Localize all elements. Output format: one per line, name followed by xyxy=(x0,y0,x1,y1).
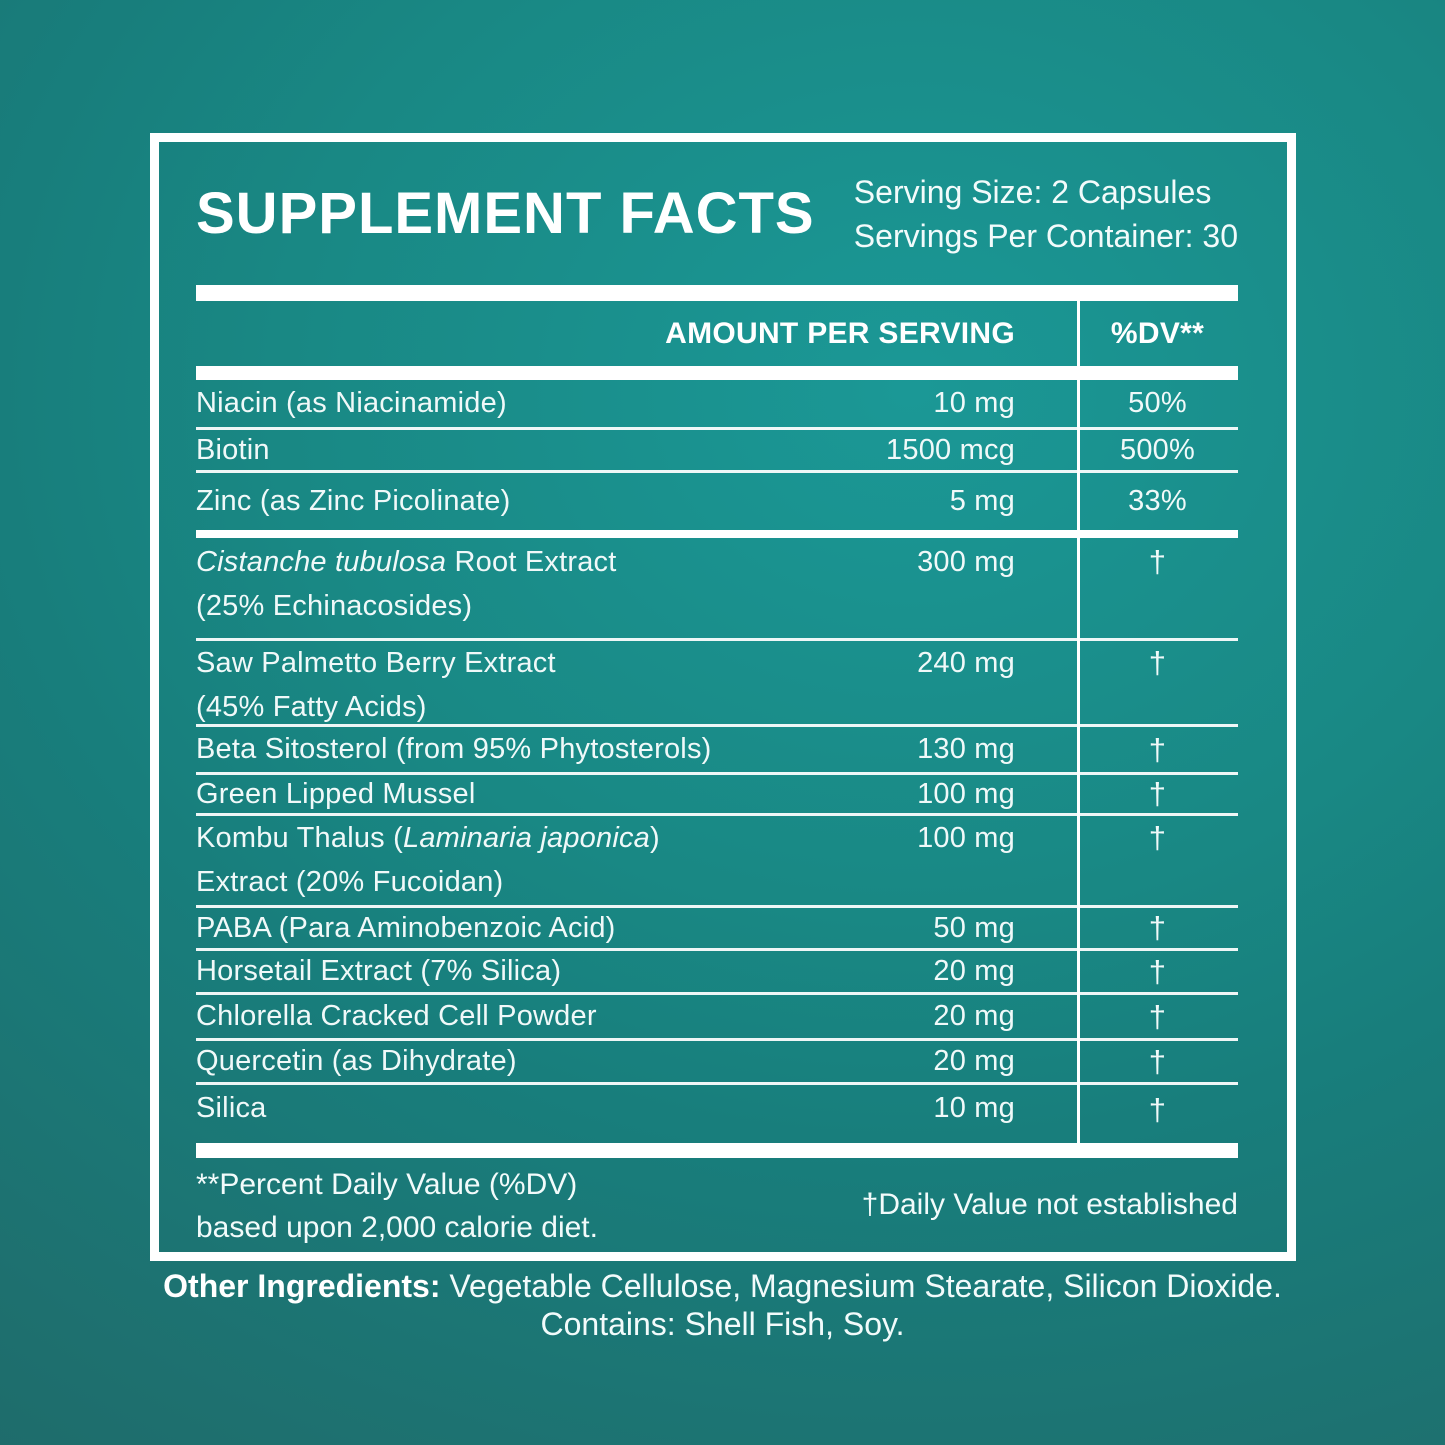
panel-footer: **Percent Daily Value (%DV) based upon 2… xyxy=(196,1158,1238,1252)
dv-dagger-mark: † xyxy=(1148,953,1167,989)
ingredient-amount: 100 mg xyxy=(917,822,1015,854)
table-body: Niacin (as Niacinamide) 10 mg 50% Biotin 150… xyxy=(196,380,1238,1143)
table-row: Horsetail Extract (7% Silica) 20 mg † xyxy=(196,951,1238,992)
header-divider-bar xyxy=(196,366,1238,380)
table-row: Zinc (as Zinc Picolinate) 5 mg 33% xyxy=(196,473,1238,530)
ingredient-name: Chlorella Cracked Cell Powder xyxy=(196,1000,597,1032)
serving-size-text: Serving Size: 2 Capsules xyxy=(853,173,1212,210)
table-row: Quercetin (as Dihydrate) 20 mg † xyxy=(196,1041,1238,1082)
dv-column-header: %DV** xyxy=(1110,316,1205,350)
ingredient-amount: 1500 mcg xyxy=(886,433,1015,466)
table-row: Beta Sitosterol (from 95% Phytosterols) 1… xyxy=(196,727,1238,772)
table-row: Biotin 1500 mcg 500% xyxy=(196,430,1238,470)
ingredient-amount: 20 mg xyxy=(933,1045,1015,1077)
percent-dv-footnote: **Percent Daily Value (%DV) based upon 2… xyxy=(196,1158,598,1252)
table-row: Niacin (as Niacinamide) 10 mg 50% xyxy=(196,380,1238,427)
dv-dagger-mark: † xyxy=(1148,1043,1167,1079)
ingredient-name: Beta Sitosterol (from 95% Phytosterols) xyxy=(196,733,712,765)
ingredient-name: Biotin xyxy=(196,433,270,466)
other-ingredients-list: Vegetable Cellulose, Magnesium Stearate,… xyxy=(440,1268,1282,1304)
other-ingredients: Other Ingredients: Vegetable Cellulose, … xyxy=(0,1267,1445,1343)
table-row: Cistanche tubulosa Root Extract (25% Echi… xyxy=(196,538,1238,638)
table-header-row: AMOUNT PER SERVING %DV** xyxy=(196,301,1238,366)
top-divider-bar xyxy=(196,285,1238,301)
table-row: Kombu Thalus (Laminaria japonica) Extract… xyxy=(196,816,1238,905)
dv-dagger-mark: † xyxy=(1148,731,1167,767)
supplement-facts-panel: SUPPLEMENT FACTS Serving Size: 2 Capsule… xyxy=(150,133,1296,1261)
ingredient-name: Silica xyxy=(196,1092,267,1124)
ingredient-amount: 10 mg xyxy=(933,387,1015,419)
row-separator-line xyxy=(196,638,1238,641)
other-ingredients-line1: Other Ingredients: Vegetable Cellulose, … xyxy=(0,1267,1445,1305)
ingredient-amount: 240 mg xyxy=(917,647,1015,679)
ingredient-name: Saw Palmetto Berry Extract (45% Fatty Aci… xyxy=(196,647,556,723)
ingredient-amount: 100 mg xyxy=(917,777,1015,810)
dv-dagger-mark: † xyxy=(1148,544,1167,579)
other-ingredients-label: Other Ingredients: xyxy=(163,1268,441,1304)
dv-dagger-mark: † xyxy=(1148,820,1167,855)
percent-dv-footnote-line1: **Percent Daily Value (%DV) xyxy=(196,1168,578,1201)
row-separator-line xyxy=(196,1082,1238,1085)
section-divider-bar xyxy=(196,530,1238,538)
dv-dagger-mark: † xyxy=(1148,1092,1167,1127)
dv-dagger-mark: † xyxy=(1148,776,1167,811)
panel-header: SUPPLEMENT FACTS Serving Size: 2 Capsule… xyxy=(196,142,1238,285)
row-separator-line xyxy=(196,470,1238,473)
table-row: Chlorella Cracked Cell Powder 20 mg † xyxy=(196,995,1238,1038)
table-row: Silica 10 mg † xyxy=(196,1085,1238,1143)
bottom-divider-bar xyxy=(196,1143,1238,1158)
dv-percent-value: 50% xyxy=(1128,387,1187,419)
row-separator-line xyxy=(196,724,1238,727)
ingredient-name: Cistanche tubulosa Root Extract (25% Echi… xyxy=(196,546,617,622)
dv-dagger-mark: † xyxy=(1148,998,1167,1034)
percent-dv-footnote-line2: based upon 2,000 calorie diet. xyxy=(196,1211,598,1244)
table-row: PABA (Para Aminobenzoic Acid) 50 mg † xyxy=(196,908,1238,948)
ingredient-name: Quercetin (as Dihydrate) xyxy=(196,1045,517,1077)
servings-per-container-text: Servings Per Container: 30 xyxy=(853,217,1238,254)
ingredient-name: Green Lipped Mussel xyxy=(196,777,476,810)
ingredient-name: PABA (Para Aminobenzoic Acid) xyxy=(196,911,616,944)
row-separator-line xyxy=(196,992,1238,995)
row-separator-line xyxy=(196,772,1238,775)
ingredient-name: Horsetail Extract (7% Silica) xyxy=(196,955,562,987)
table-row: Saw Palmetto Berry Extract (45% Fatty Aci… xyxy=(196,641,1238,724)
dagger-footnote: †Daily Value not established xyxy=(861,1188,1238,1221)
dv-percent-value: 33% xyxy=(1128,485,1187,517)
row-separator-line xyxy=(196,948,1238,951)
ingredient-name: Niacin (as Niacinamide) xyxy=(196,387,507,419)
serving-info: Serving Size: 2 Capsules Servings Per Co… xyxy=(854,170,1238,258)
page-title: SUPPLEMENT FACTS xyxy=(196,180,815,246)
table-row: Green Lipped Mussel 100 mg † xyxy=(196,775,1238,813)
contains-allergens-line: Contains: Shell Fish, Soy. xyxy=(540,1306,905,1342)
row-separator-line xyxy=(196,1038,1238,1041)
amount-column-header: AMOUNT PER SERVING xyxy=(665,316,1015,350)
ingredient-amount: 20 mg xyxy=(933,1000,1015,1032)
dv-dagger-mark: † xyxy=(1148,645,1167,680)
ingredient-name: Kombu Thalus (Laminaria japonica) Extract… xyxy=(196,822,660,898)
row-separator-line xyxy=(196,813,1238,816)
ingredient-amount: 300 mg xyxy=(917,546,1015,578)
row-separator-line xyxy=(196,905,1238,908)
ingredient-amount: 130 mg xyxy=(917,733,1015,765)
dv-percent-value: 500% xyxy=(1120,433,1195,466)
ingredient-amount: 5 mg xyxy=(949,485,1015,517)
ingredient-name: Zinc (as Zinc Picolinate) xyxy=(196,485,511,517)
ingredient-amount: 10 mg xyxy=(933,1092,1015,1124)
ingredient-amount: 50 mg xyxy=(933,911,1015,944)
dv-dagger-mark: † xyxy=(1148,910,1167,945)
ingredient-amount: 20 mg xyxy=(933,955,1015,987)
row-separator-line xyxy=(196,427,1238,430)
column-divider-line xyxy=(1077,301,1080,1143)
